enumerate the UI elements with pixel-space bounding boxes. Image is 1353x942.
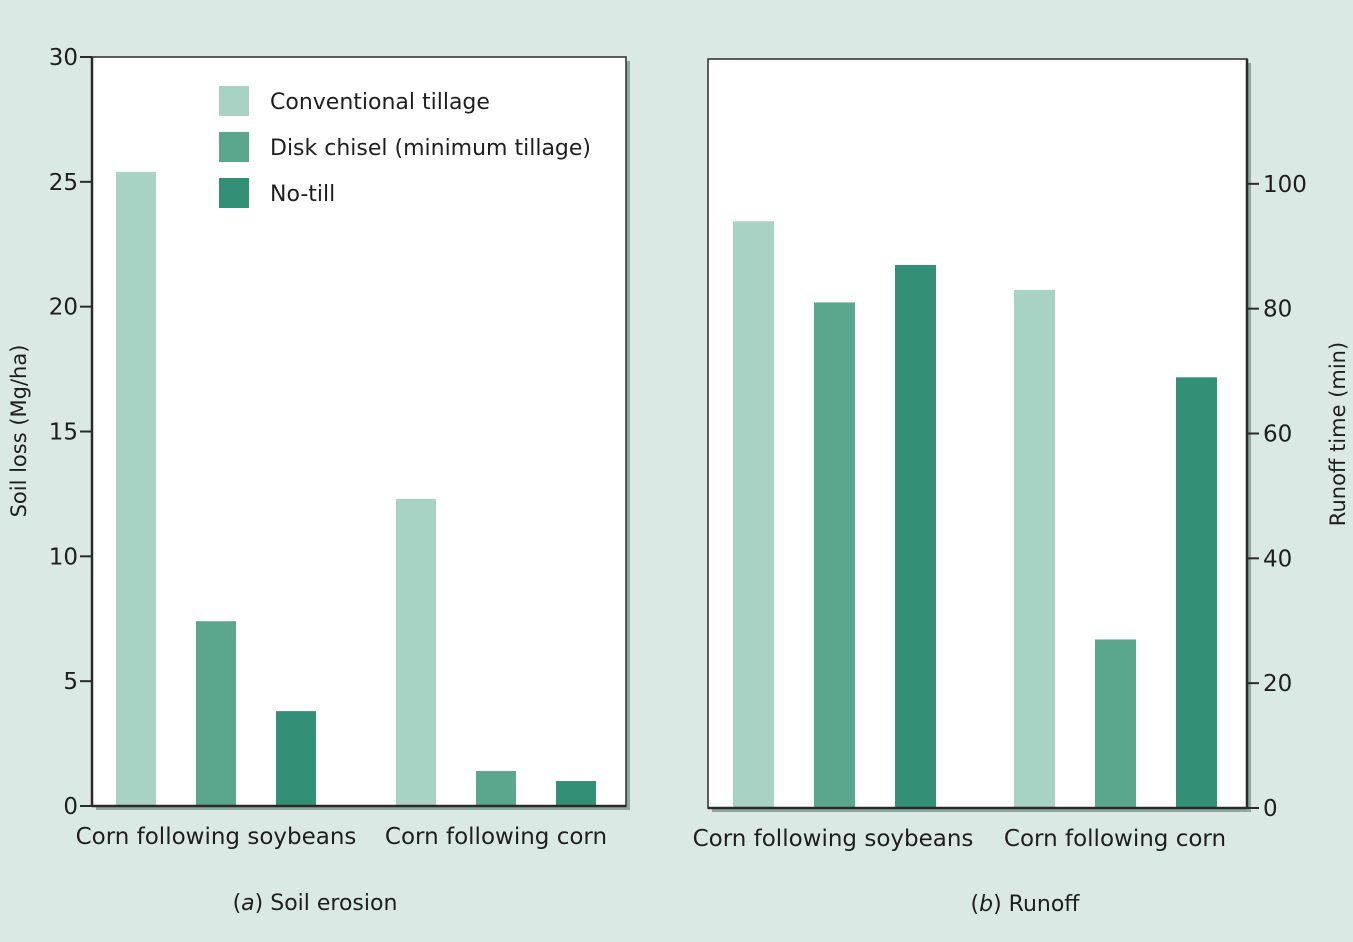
tick-label-a-0: 0 — [63, 794, 78, 820]
bar-b-corn-following-soybeans-disk — [814, 302, 855, 808]
bar-a-corn-following-corn-no-till — [556, 781, 596, 806]
tick-label-b-0: 0 — [1263, 796, 1278, 822]
legend-swatch-disk-chisel — [219, 132, 249, 162]
category-label-a-corn-following-soybeans: Corn following soybeans — [76, 824, 357, 850]
caption-a-title: Soil erosion — [270, 891, 397, 916]
caption-b-letter: b — [979, 892, 993, 917]
tick-label-a-10: 10 — [49, 544, 78, 570]
plot-a-area — [91, 56, 627, 807]
bar-b-corn-following-soybeans-no-till — [895, 264, 936, 809]
tick-label-b-40: 40 — [1263, 546, 1292, 572]
legend-label-conventional-tillage: Conventional tillage — [270, 90, 490, 115]
legend: Conventional tillage Disk chisel (minimu… — [219, 86, 591, 208]
plot-b-bars — [733, 221, 1217, 809]
bar-a-corn-following-soybeans-conventional — [116, 171, 156, 806]
tick-label-b-80: 80 — [1263, 297, 1292, 323]
bar-a-corn-following-soybeans-no-till — [276, 711, 316, 806]
legend-label-disk-chisel: Disk chisel (minimum tillage) — [270, 136, 591, 161]
tick-label-a-30: 30 — [49, 45, 78, 71]
bar-a-corn-following-corn-disk — [476, 771, 516, 806]
tick-label-b-20: 20 — [1263, 671, 1292, 697]
category-label-b-corn-following-corn: Corn following corn — [1004, 826, 1226, 852]
plot-a-y-axis-label: Soil loss (Mg/ha) — [7, 345, 31, 518]
tick-label-a-20: 20 — [49, 295, 78, 321]
bar-b-corn-following-soybeans-conventional — [733, 221, 774, 809]
tick-label-b-100: 100 — [1263, 172, 1307, 198]
caption-b-title: Runoff — [1009, 892, 1081, 917]
bar-a-corn-following-corn-conventional — [396, 498, 436, 806]
legend-swatch-no-till — [219, 178, 249, 208]
category-label-a-corn-following-corn: Corn following corn — [385, 824, 607, 850]
legend-swatch-conventional-tillage — [219, 86, 249, 116]
bar-b-corn-following-corn-disk — [1095, 639, 1136, 808]
caption-a: (a) Soil erosion — [233, 891, 398, 916]
legend-label-no-till: No-till — [270, 182, 335, 207]
plot-a-y-ticks: 0 5 10 15 20 25 30 — [49, 45, 92, 820]
tick-label-a-15: 15 — [49, 420, 78, 446]
tick-label-a-25: 25 — [49, 170, 78, 196]
plot-a-categories: Corn following soybeans Corn following co… — [76, 824, 608, 850]
plot-b-area — [707, 58, 1248, 809]
caption-a-letter: a — [241, 891, 254, 916]
bar-a-corn-following-soybeans-disk — [196, 621, 236, 806]
plot-b-y-axis-label: Runoff time (min) — [1326, 342, 1350, 526]
plot-b-categories: Corn following soybeans Corn following co… — [693, 826, 1227, 852]
bar-b-corn-following-corn-conventional — [1014, 289, 1055, 809]
bar-b-corn-following-corn-no-till — [1176, 377, 1217, 808]
caption-b: (b) Runoff — [971, 892, 1081, 917]
plot-b-y-ticks: 0 20 40 60 80 100 — [1247, 172, 1307, 822]
tick-label-b-60: 60 — [1263, 422, 1292, 448]
category-label-b-corn-following-soybeans: Corn following soybeans — [693, 826, 974, 852]
plot-a-bars — [116, 171, 596, 806]
tick-label-a-5: 5 — [63, 669, 78, 695]
